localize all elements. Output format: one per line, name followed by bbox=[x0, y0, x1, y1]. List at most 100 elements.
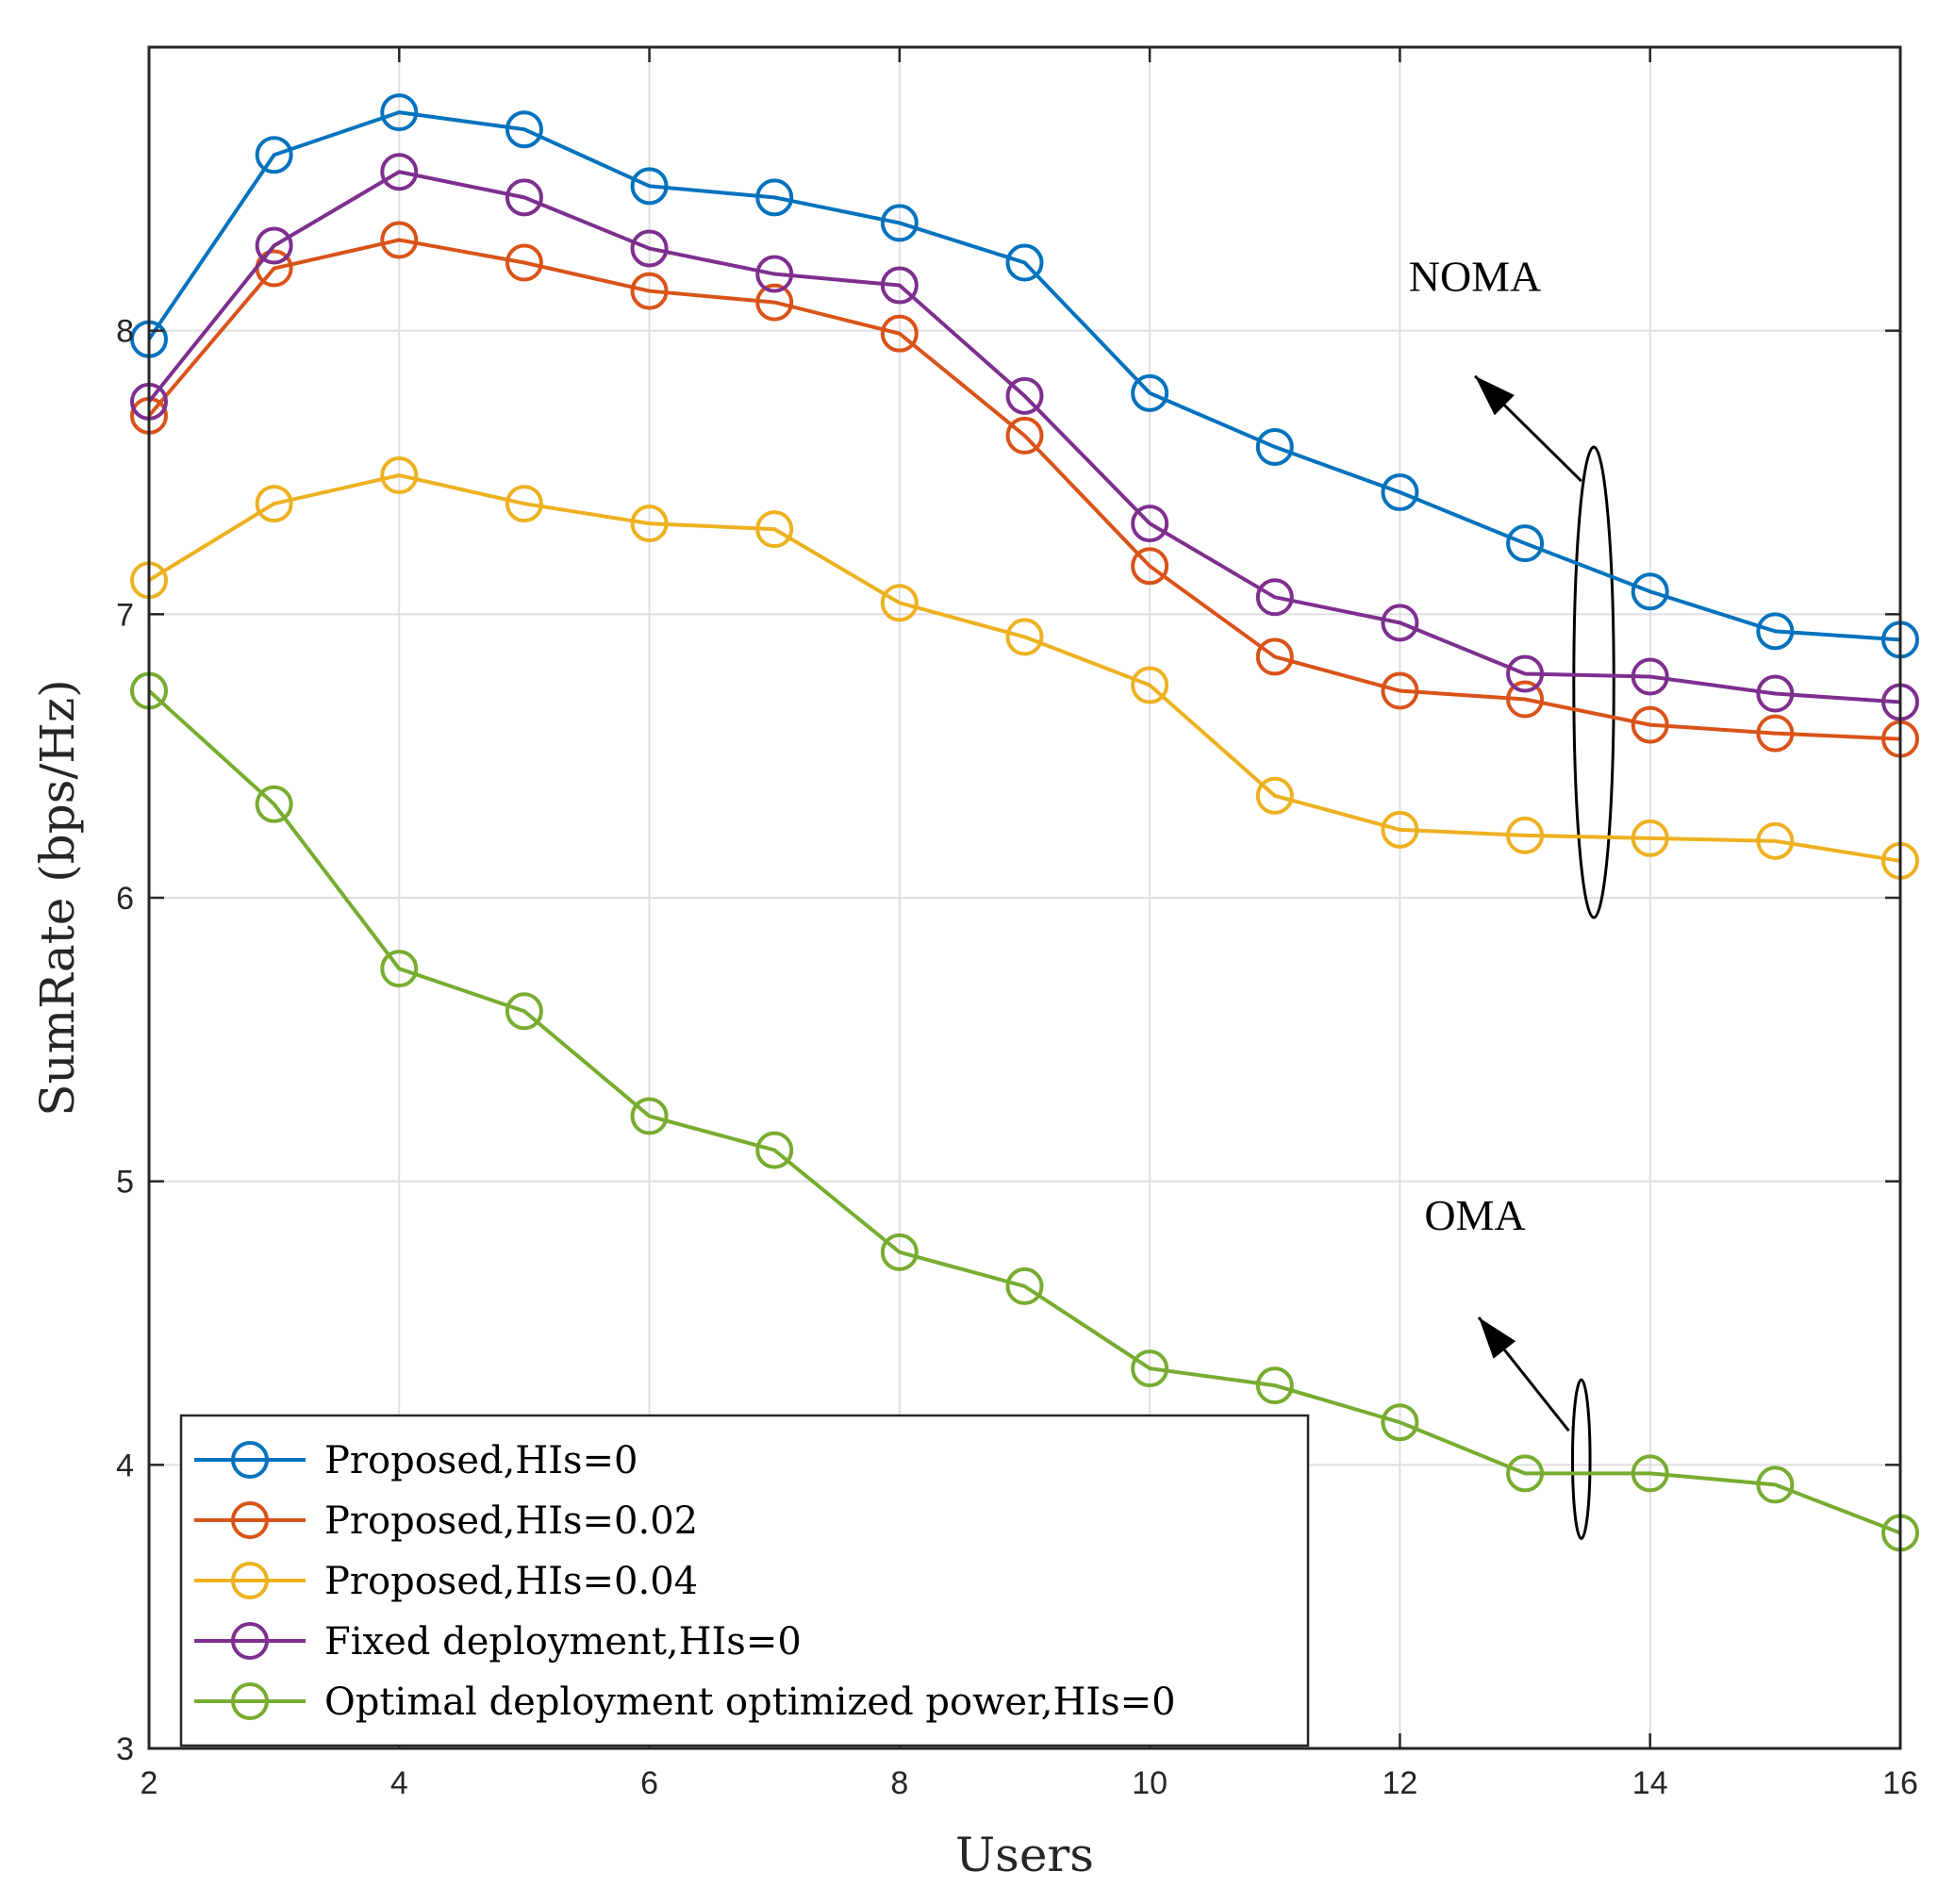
legend-box bbox=[179, 1414, 1310, 1747]
data-point bbox=[1381, 810, 1419, 849]
legend-item-3: Fixed deployment,HIs=0 bbox=[194, 1620, 802, 1664]
data-point bbox=[880, 584, 919, 622]
annotation-ellipse bbox=[1570, 1378, 1592, 1541]
axis-ticks: 2 4 6 8 10 12 14 16 3 4 5 6 7 8 bbox=[116, 47, 1918, 1801]
data-point bbox=[1756, 714, 1795, 753]
y-tick-label: 4 bbox=[116, 1448, 134, 1483]
data-point bbox=[1756, 821, 1795, 860]
series-line-4 bbox=[147, 689, 1901, 1535]
data-point bbox=[880, 266, 919, 305]
data-point bbox=[1631, 657, 1669, 696]
data-point bbox=[1255, 1366, 1294, 1405]
data-point bbox=[630, 229, 669, 268]
data-point bbox=[505, 243, 543, 282]
data-point bbox=[755, 178, 794, 217]
annotation-arrow-head bbox=[1478, 1316, 1516, 1359]
legend-label: Proposed,HIs=0.04 bbox=[324, 1560, 698, 1603]
data-point bbox=[1255, 637, 1294, 676]
data-point bbox=[1631, 819, 1669, 857]
x-tick-label: 8 bbox=[890, 1765, 908, 1801]
data-point bbox=[1506, 654, 1545, 693]
data-point bbox=[255, 785, 293, 823]
data-point bbox=[380, 93, 419, 132]
annotation-ellipse bbox=[1572, 445, 1615, 919]
data-point bbox=[755, 1131, 794, 1169]
series-line-2 bbox=[147, 472, 1901, 863]
legend-item-4: Optimal deployment optimized power,HIs=0 bbox=[194, 1680, 1176, 1724]
data-point bbox=[1381, 604, 1419, 642]
series-4 bbox=[130, 671, 1919, 1552]
annotation-0: NOMA bbox=[1409, 253, 1615, 919]
annotation-1: OMA bbox=[1424, 1191, 1592, 1541]
data-point bbox=[380, 950, 419, 988]
data-point bbox=[1631, 572, 1669, 611]
data-point bbox=[1381, 671, 1419, 710]
data-point bbox=[1131, 505, 1169, 543]
data-point bbox=[1255, 427, 1294, 466]
data-point bbox=[1381, 1403, 1419, 1442]
data-point bbox=[630, 272, 669, 310]
data-point bbox=[1131, 547, 1169, 586]
data-series bbox=[130, 93, 1919, 1552]
legend: Proposed,HIs=0 Proposed,HIs=0.02 Proposed,… bbox=[179, 1414, 1310, 1747]
y-tick-label: 6 bbox=[116, 881, 134, 917]
series-2 bbox=[130, 456, 1919, 880]
data-point bbox=[505, 110, 543, 149]
y-tick-label: 5 bbox=[116, 1165, 134, 1200]
x-axis-label: Users bbox=[955, 1828, 1094, 1882]
data-point bbox=[255, 226, 293, 265]
data-point bbox=[1756, 674, 1795, 713]
data-point bbox=[880, 204, 919, 242]
legend-label: Optimal deployment optimized power,HIs=0 bbox=[324, 1680, 1176, 1724]
data-point bbox=[505, 992, 543, 1031]
data-point bbox=[380, 221, 419, 259]
legend-marker bbox=[231, 1501, 269, 1539]
data-point bbox=[1506, 524, 1545, 563]
data-point bbox=[380, 456, 419, 495]
data-point bbox=[1255, 776, 1294, 815]
data-point bbox=[255, 136, 293, 174]
annotations: NOMA OMA bbox=[1409, 253, 1615, 1541]
series-line-0 bbox=[147, 110, 1901, 642]
data-point bbox=[255, 485, 293, 523]
series-line-3 bbox=[147, 170, 1901, 704]
data-point bbox=[630, 1097, 669, 1135]
data-point bbox=[755, 510, 794, 549]
data-point bbox=[630, 167, 669, 206]
data-point bbox=[1255, 578, 1294, 617]
data-point bbox=[1005, 243, 1044, 282]
x-tick-label: 16 bbox=[1882, 1765, 1918, 1801]
series-0 bbox=[130, 93, 1919, 659]
series-1 bbox=[130, 221, 1919, 758]
legend-marker bbox=[231, 1562, 269, 1599]
series-line-1 bbox=[147, 238, 1901, 741]
data-point bbox=[1756, 612, 1795, 651]
annotation-label: NOMA bbox=[1409, 253, 1542, 301]
data-point bbox=[1631, 705, 1669, 744]
y-tick-label: 3 bbox=[116, 1731, 134, 1767]
data-point bbox=[1131, 666, 1169, 704]
data-point bbox=[505, 178, 543, 217]
data-point bbox=[1005, 1267, 1044, 1305]
x-tick-label: 14 bbox=[1632, 1765, 1668, 1801]
data-point bbox=[880, 1233, 919, 1271]
data-point bbox=[1131, 373, 1169, 412]
data-point bbox=[755, 283, 794, 322]
legend-label: Fixed deployment,HIs=0 bbox=[324, 1620, 802, 1664]
series-3 bbox=[130, 153, 1919, 721]
data-point bbox=[1131, 1349, 1169, 1388]
y-tick-label: 8 bbox=[116, 314, 134, 350]
data-point bbox=[1506, 1454, 1545, 1493]
data-point bbox=[1005, 376, 1044, 415]
x-tick-label: 12 bbox=[1383, 1765, 1418, 1801]
data-point bbox=[630, 505, 669, 543]
legend-marker bbox=[231, 1682, 269, 1720]
data-point bbox=[1631, 1454, 1669, 1493]
legend-marker bbox=[231, 1441, 269, 1479]
legend-item-1: Proposed,HIs=0.02 bbox=[194, 1499, 698, 1543]
x-tick-label: 2 bbox=[141, 1765, 158, 1801]
legend-label: Proposed,HIs=0 bbox=[324, 1439, 638, 1482]
data-point bbox=[380, 153, 419, 191]
data-point bbox=[1381, 473, 1419, 512]
